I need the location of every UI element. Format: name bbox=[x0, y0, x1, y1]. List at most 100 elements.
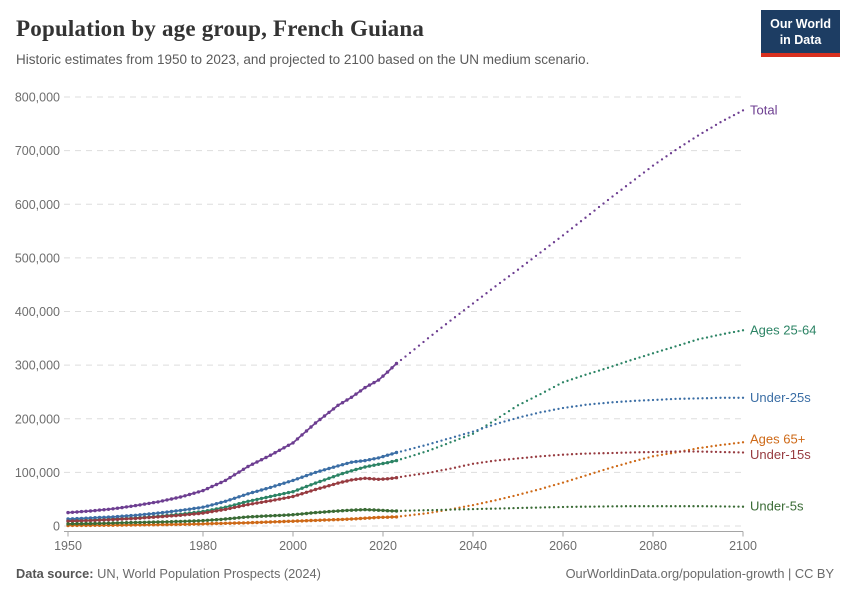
projection-dot bbox=[453, 466, 457, 469]
projection-dot bbox=[692, 397, 695, 400]
history-point bbox=[277, 520, 282, 524]
projection-dot bbox=[480, 502, 484, 505]
projection-dot bbox=[597, 369, 601, 372]
history-point bbox=[309, 483, 313, 487]
history-point bbox=[336, 473, 340, 477]
projection-dot bbox=[417, 509, 421, 512]
history-point bbox=[313, 421, 318, 425]
projection-dot bbox=[593, 402, 596, 406]
projection-dot bbox=[449, 508, 452, 511]
series-label-under-5s[interactable]: Under-5s bbox=[750, 499, 804, 514]
projection-dot bbox=[719, 505, 722, 508]
history-point bbox=[336, 517, 340, 522]
history-point bbox=[147, 515, 151, 520]
series-under-15s[interactable] bbox=[66, 450, 745, 523]
history-point bbox=[304, 484, 309, 489]
projection-dot bbox=[719, 450, 722, 454]
projection-dot bbox=[660, 505, 664, 508]
projection-dot bbox=[642, 457, 646, 460]
history-point bbox=[250, 502, 255, 506]
projection-dot bbox=[701, 397, 704, 400]
history-point bbox=[232, 473, 237, 477]
projection-dot bbox=[629, 461, 632, 464]
owid-logo[interactable]: Our World in Data bbox=[761, 10, 840, 57]
projection-dot bbox=[413, 348, 416, 351]
history-point bbox=[138, 516, 142, 520]
history-point bbox=[111, 515, 115, 519]
projection-dot bbox=[606, 366, 610, 369]
projection-dot bbox=[503, 458, 506, 461]
projection-dot bbox=[417, 513, 421, 516]
projection-dot bbox=[584, 373, 587, 376]
history-point bbox=[327, 509, 331, 514]
projection-dot bbox=[633, 399, 637, 402]
projection-dot bbox=[458, 437, 461, 441]
projection-dot bbox=[728, 116, 731, 119]
projection-dot bbox=[512, 417, 515, 421]
projection-dot bbox=[530, 258, 533, 261]
chart-subtitle: Historic estimates from 1950 to 2023, an… bbox=[16, 52, 590, 67]
projection-dot bbox=[611, 365, 614, 368]
history-point bbox=[255, 520, 259, 525]
series-total[interactable] bbox=[66, 109, 745, 515]
history-point bbox=[390, 459, 394, 464]
history-point bbox=[394, 450, 399, 455]
x-axis-label: 2040 bbox=[459, 539, 487, 553]
projection-dot bbox=[503, 278, 506, 281]
history-point bbox=[273, 513, 277, 518]
x-axis-label: 2060 bbox=[549, 539, 577, 553]
history-point bbox=[268, 499, 273, 503]
projection-dot bbox=[737, 111, 740, 114]
projection-dot bbox=[660, 450, 664, 453]
projection-dot bbox=[489, 460, 493, 463]
history-point bbox=[223, 499, 228, 503]
history-point bbox=[358, 508, 363, 512]
history-point bbox=[219, 517, 223, 522]
projection-dot bbox=[638, 505, 641, 508]
series-label-ages-25-64[interactable]: Ages 25-64 bbox=[750, 322, 817, 337]
series-label-under-15s[interactable]: Under-15s bbox=[750, 447, 811, 462]
series-label-total[interactable]: Total bbox=[750, 102, 778, 117]
y-axis-label: 400,000 bbox=[15, 305, 60, 319]
history-point bbox=[313, 510, 318, 515]
history-point bbox=[327, 476, 331, 480]
history-point bbox=[268, 485, 273, 490]
history-point bbox=[174, 519, 178, 524]
projection-dot bbox=[678, 450, 682, 453]
history-point bbox=[349, 508, 354, 512]
projection-dot bbox=[570, 505, 574, 509]
series-label-under-25s[interactable]: Under-25s bbox=[750, 390, 811, 405]
projection-dot bbox=[480, 507, 484, 511]
history-point bbox=[165, 498, 169, 502]
projection-dot bbox=[521, 456, 524, 460]
history-point bbox=[363, 516, 367, 520]
history-point bbox=[394, 509, 399, 513]
projection-dot bbox=[719, 396, 722, 399]
history-point bbox=[273, 498, 277, 502]
projection-dot bbox=[629, 505, 632, 508]
history-point bbox=[282, 446, 286, 450]
history-point bbox=[219, 500, 223, 505]
series-ages-25-64[interactable] bbox=[66, 329, 745, 523]
history-point bbox=[201, 488, 205, 493]
history-point bbox=[255, 501, 259, 505]
history-point bbox=[255, 497, 259, 502]
projection-dot bbox=[503, 412, 506, 416]
history-point bbox=[115, 521, 120, 525]
projection-dot bbox=[539, 455, 542, 458]
history-point bbox=[268, 453, 273, 457]
history-point bbox=[97, 508, 102, 512]
series-under-5s[interactable] bbox=[66, 505, 745, 526]
history-point bbox=[309, 511, 313, 515]
history-point bbox=[340, 401, 345, 405]
history-point bbox=[228, 521, 232, 525]
series-label-ages-65-[interactable]: Ages 65+ bbox=[750, 432, 805, 447]
history-point bbox=[264, 487, 268, 491]
history-point bbox=[385, 453, 390, 457]
footer-citation-link[interactable]: OurWorldinData.org/population-growth | C… bbox=[565, 566, 834, 581]
projection-dot bbox=[669, 450, 673, 453]
projection-dot bbox=[516, 404, 520, 407]
history-point bbox=[97, 518, 102, 522]
projection-dot bbox=[426, 449, 430, 453]
history-point bbox=[205, 486, 210, 491]
